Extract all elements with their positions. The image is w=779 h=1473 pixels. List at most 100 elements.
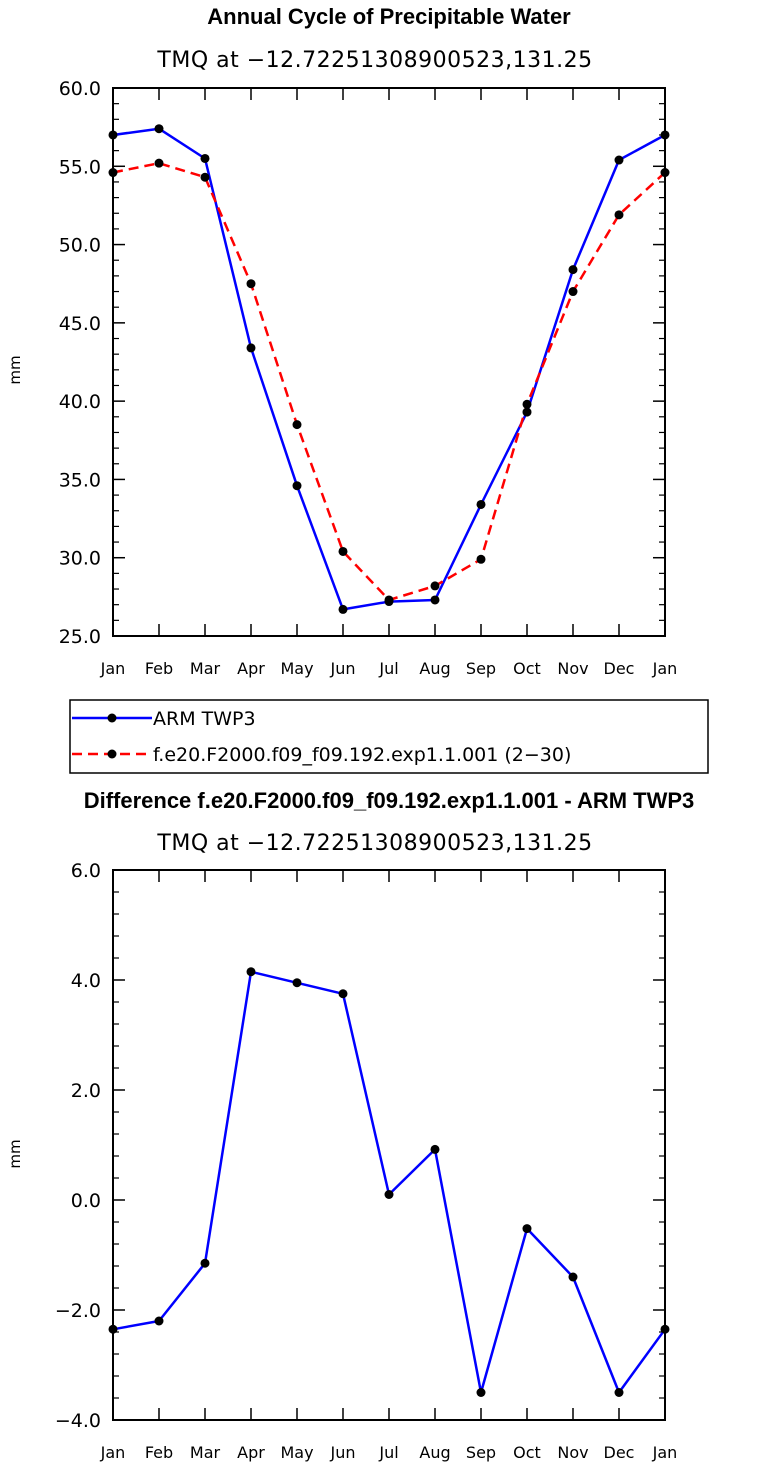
x-tick-label: Oct: [513, 1443, 541, 1462]
data-point: [200, 1258, 210, 1268]
x-tick-label: Mar: [190, 1443, 221, 1462]
legend-label-model: f.e20.F2000.f09_f09.192.exp1.1.001 (2−30…: [153, 744, 571, 766]
chart-title: Annual Cycle of Precipitable Water: [207, 4, 571, 29]
data-point: [568, 265, 578, 275]
legend-marker-arm: [107, 713, 117, 723]
data-point: [108, 130, 118, 140]
data-point: [292, 481, 302, 491]
data-point: [246, 343, 256, 353]
x-tick-label: Jun: [330, 1443, 356, 1462]
plot-border: [112, 87, 666, 637]
data-point: [476, 499, 486, 509]
data-point: [292, 978, 302, 988]
x-tick-label: Dec: [604, 1443, 635, 1462]
y-tick-label: 2.0: [71, 1080, 101, 1102]
data-point: [154, 124, 164, 134]
y-tick-label: 50.0: [59, 235, 101, 257]
data-point: [292, 420, 302, 430]
series-line: [112, 127, 666, 611]
x-tick-label: May: [280, 1443, 313, 1462]
x-tick-label: Jul: [378, 659, 398, 678]
y-tick-label: 60.0: [59, 78, 101, 100]
data-point: [568, 287, 578, 297]
x-tick-label: Dec: [604, 659, 635, 678]
y-tick-label: 0.0: [71, 1190, 101, 1212]
chart-title: Difference f.e20.F2000.f09_f09.192.exp1.…: [84, 788, 695, 813]
data-point: [614, 210, 624, 220]
data-point: [246, 279, 256, 289]
chart-subtitle: TMQ at −12.72251308900523,131.25: [156, 831, 592, 856]
data-point: [200, 153, 210, 163]
x-tick-label: Feb: [145, 659, 173, 678]
data-point: [522, 1224, 532, 1234]
plot-frame: −4.0 −2.0 0.0 2.0 4.0 6.0 Jan Feb Mar Apr May Jun Ju…: [55, 860, 677, 1462]
y-tick-label: 40.0: [59, 391, 101, 413]
annual-cycle-chart: Annual Cycle of Precipitable Water TMQ a…: [6, 4, 677, 678]
data-point: [522, 399, 532, 409]
x-tick-label: Nov: [557, 659, 588, 678]
data-point: [338, 989, 348, 999]
plot-marks: [108, 124, 670, 614]
x-tick-label: Oct: [513, 659, 541, 678]
y-tick-label: 30.0: [59, 548, 101, 570]
data-point: [154, 158, 164, 168]
y-tick-label: 4.0: [71, 970, 101, 992]
plot-border: [112, 869, 666, 1421]
data-point: [338, 546, 348, 556]
y-tick-label: −4.0: [55, 1410, 101, 1432]
x-tick-label: Jan: [100, 1443, 126, 1462]
legend-marker-model: [107, 749, 117, 759]
plot-marks: [108, 967, 670, 1397]
difference-chart: Difference f.e20.F2000.f09_f09.192.exp1.…: [6, 788, 694, 1462]
data-point: [430, 581, 440, 591]
x-tick-label: Jul: [378, 1443, 398, 1462]
data-point: [108, 168, 118, 178]
data-point: [154, 1316, 164, 1326]
legend: ARM TWP3 f.e20.F2000.f09_f09.192.exp1.1.…: [69, 699, 709, 774]
x-tick-label: Apr: [237, 659, 265, 678]
data-point: [660, 1324, 670, 1334]
y-tick-label: 55.0: [59, 156, 101, 178]
x-tick-label: Mar: [190, 659, 221, 678]
y-tick-label: 6.0: [71, 860, 101, 882]
x-tick-label: Jun: [330, 659, 356, 678]
y-axis-title: mm: [6, 1139, 24, 1168]
y-tick-label: 25.0: [59, 626, 101, 648]
y-tick-label: 45.0: [59, 313, 101, 335]
data-point: [614, 1388, 624, 1397]
y-tick-label: −2.0: [55, 1300, 101, 1322]
y-tick-label: 35.0: [59, 469, 101, 491]
series-line: [112, 161, 666, 602]
x-tick-label: May: [280, 659, 313, 678]
data-point: [246, 967, 256, 977]
data-point: [338, 604, 348, 614]
data-point: [660, 168, 670, 178]
x-tick-label: Apr: [237, 1443, 265, 1462]
data-point: [200, 172, 210, 182]
data-point: [476, 554, 486, 564]
legend-box: [69, 699, 709, 774]
data-point: [568, 1272, 578, 1282]
x-tick-label: Jan: [100, 659, 126, 678]
x-tick-label: Feb: [145, 1443, 173, 1462]
data-point: [522, 407, 532, 417]
plot-frame: 25.0 30.0 35.0 40.0 45.0 50.0 55.0 60.0 Jan Feb Ma…: [59, 78, 678, 678]
chart-subtitle: TMQ at −12.72251308900523,131.25: [156, 48, 592, 73]
legend-label-arm: ARM TWP3: [153, 708, 256, 730]
y-axis-title: mm: [6, 355, 24, 384]
data-point: [614, 155, 624, 165]
x-tick-label: Aug: [419, 1443, 450, 1462]
data-point: [384, 1190, 394, 1199]
x-tick-label: Sep: [466, 659, 496, 678]
series-line: [112, 970, 667, 1394]
x-tick-label: Aug: [419, 659, 450, 678]
data-point: [660, 130, 670, 140]
data-point: [430, 595, 440, 605]
data-point: [430, 1144, 440, 1154]
x-tick-label: Jan: [652, 659, 678, 678]
data-point: [384, 595, 394, 605]
data-point: [476, 1388, 486, 1397]
x-tick-label: Jan: [652, 1443, 678, 1462]
data-point: [108, 1324, 118, 1334]
